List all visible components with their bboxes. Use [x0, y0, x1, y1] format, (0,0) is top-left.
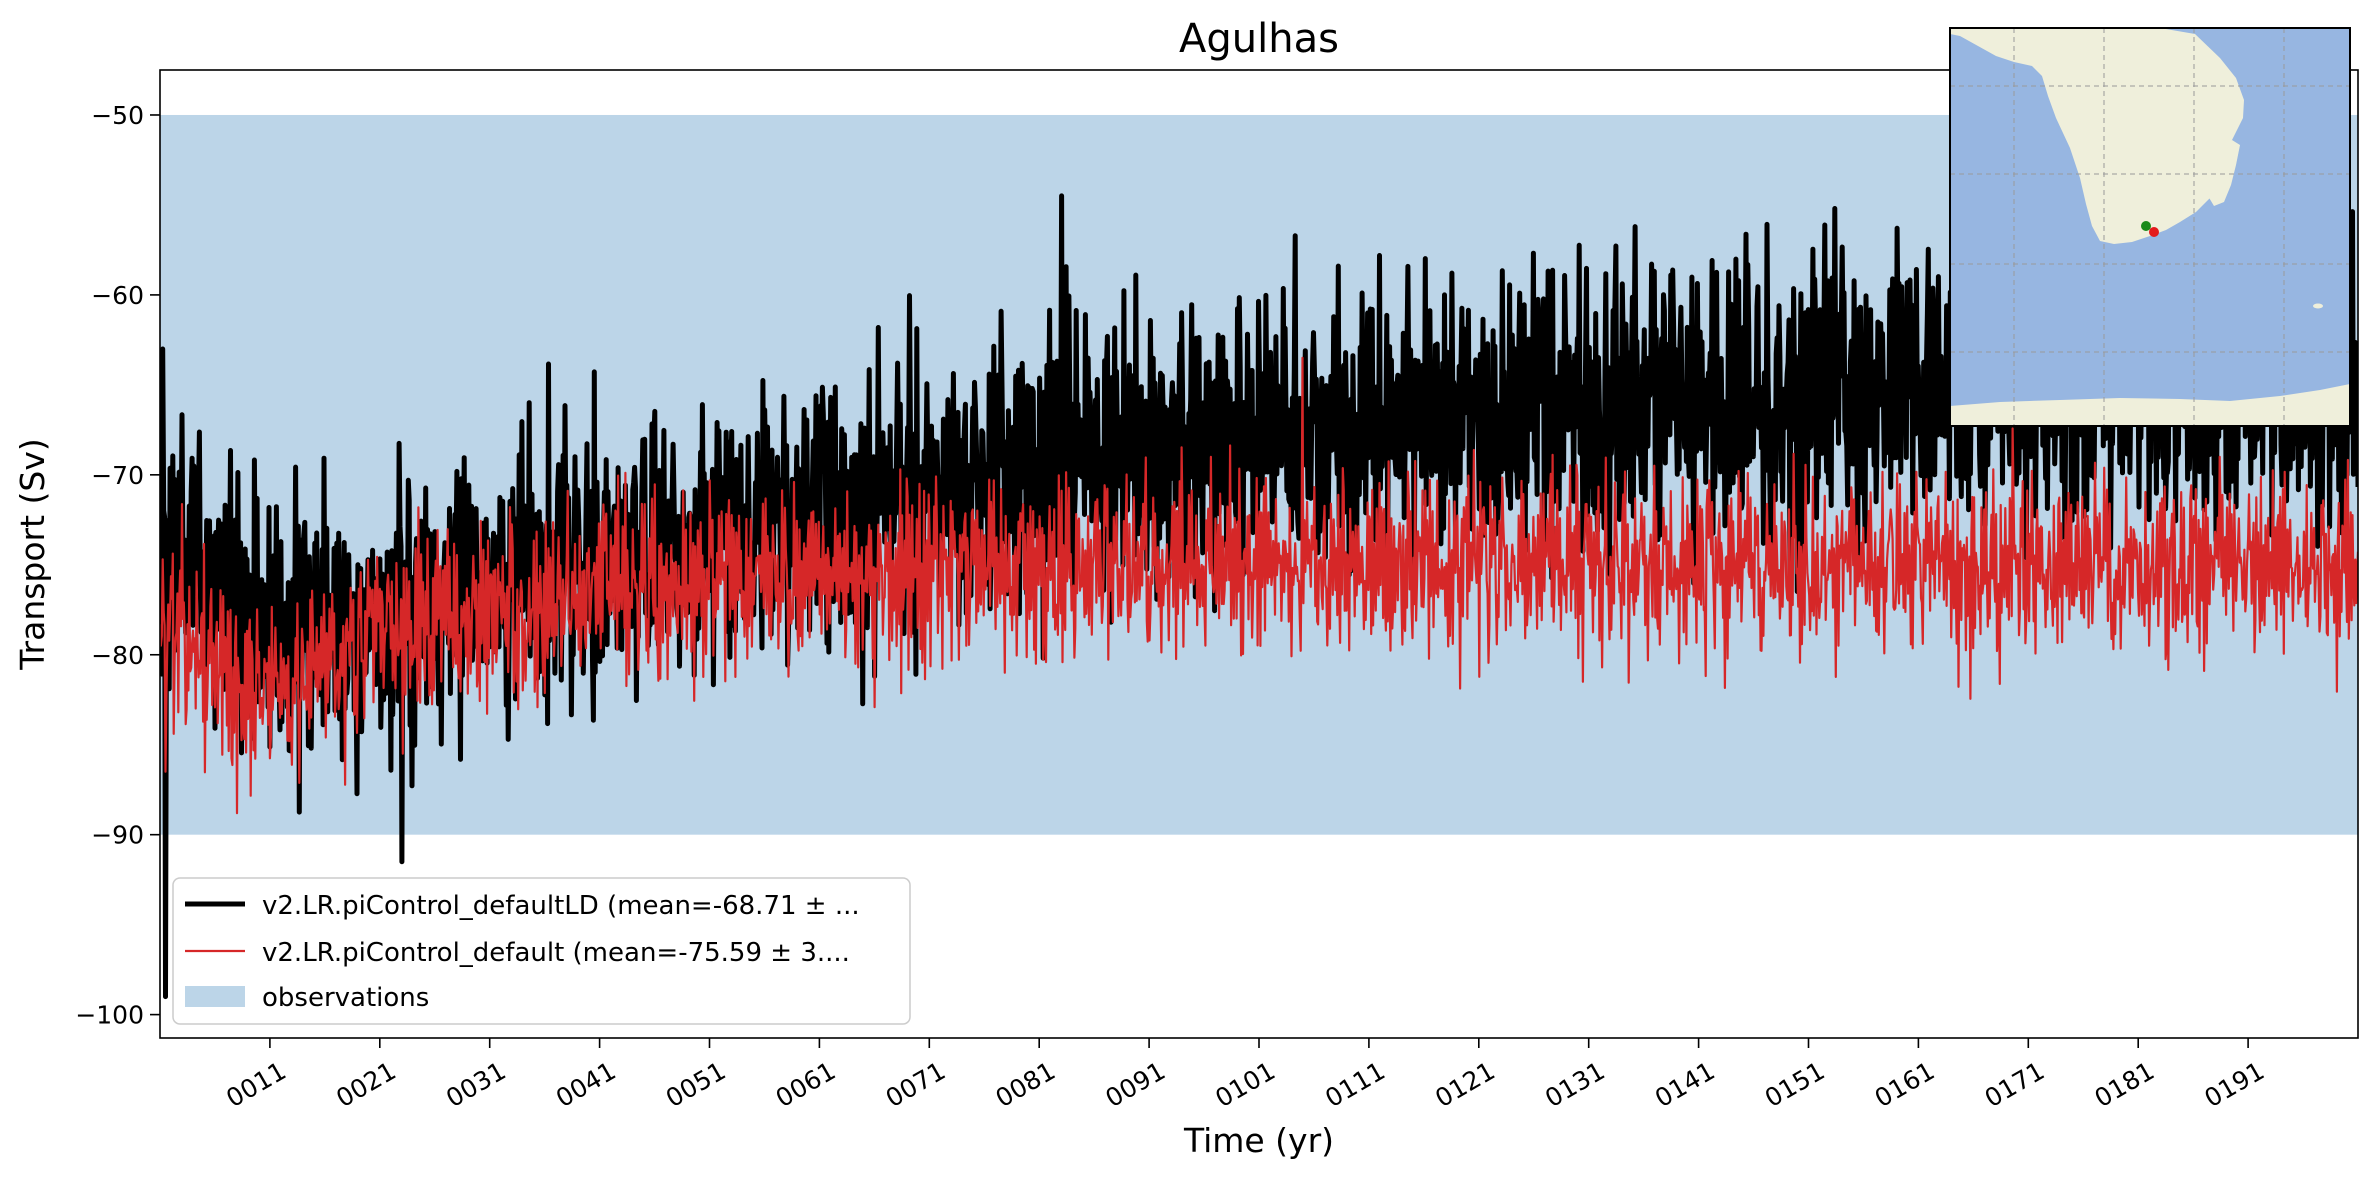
- inset-map: [1949, 27, 2351, 427]
- x-tick-label: 0171: [1980, 1056, 2050, 1113]
- legend-label-observations: observations: [262, 983, 429, 1013]
- y-tick-label: −100: [75, 1001, 144, 1030]
- y-tick-label: −90: [91, 821, 144, 850]
- y-axis: −50 −60 −70 −80 −90 −100: [75, 101, 160, 1030]
- x-tick-label: 0131: [1540, 1056, 1610, 1113]
- inset-map-frame: [1949, 27, 2351, 427]
- x-axis: 0011 0021 0031 0041 0051 0061 0071 0081 0091 0101…: [221, 1038, 2269, 1113]
- x-tick-label: 0081: [991, 1056, 1061, 1113]
- y-tick-label: −80: [91, 641, 144, 670]
- chart-title: Agulhas: [1179, 16, 1339, 62]
- y-axis-label: Transport (Sv): [13, 438, 52, 671]
- y-tick-label: −60: [91, 281, 144, 310]
- x-tick-label: 0151: [1760, 1056, 1830, 1113]
- legend-box: [172, 877, 911, 1025]
- inset-map-marker-end: [2149, 227, 2159, 237]
- x-tick-label: 0181: [2090, 1056, 2160, 1113]
- y-tick-label: −70: [91, 461, 144, 490]
- legend-label-default: v2.LR.piControl_default (mean=-75.59 ± 3…: [262, 938, 850, 968]
- series-line-default: [160, 356, 2358, 815]
- x-tick-label: 0191: [2199, 1056, 2269, 1113]
- x-tick-label: 0111: [1320, 1056, 1390, 1113]
- x-axis-label: Time (yr): [1183, 1121, 1334, 1160]
- x-tick-label: 0051: [661, 1056, 731, 1113]
- y-tick-label: −50: [91, 101, 144, 130]
- x-tick-label: 0011: [221, 1056, 291, 1113]
- inset-map-gridlines: [1950, 28, 2350, 426]
- legend: v2.LR.piControl_defaultLD (mean=-68.71 ±…: [172, 877, 911, 1025]
- x-tick-label: 0141: [1650, 1056, 1720, 1113]
- legend-label-defaultLD: v2.LR.piControl_defaultLD (mean=-68.71 ±…: [262, 891, 860, 921]
- x-tick-label: 0061: [771, 1056, 841, 1113]
- x-tick-label: 0101: [1210, 1056, 1280, 1113]
- x-tick-label: 0041: [551, 1056, 621, 1113]
- legend-swatch-observations: [185, 986, 245, 1007]
- inset-map-antarctica: [1950, 384, 2350, 426]
- inset-map-marker-start: [2141, 221, 2151, 231]
- x-tick-label: 0071: [881, 1056, 951, 1113]
- x-tick-label: 0031: [441, 1056, 511, 1113]
- inset-map-island: [2313, 303, 2323, 309]
- x-tick-label: 0021: [331, 1056, 401, 1113]
- inset-map-madagascar: [2208, 140, 2240, 206]
- inset-map-africa: [1950, 28, 2244, 244]
- x-tick-label: 0091: [1100, 1056, 1170, 1113]
- x-tick-label: 0161: [1870, 1056, 1940, 1113]
- x-tick-label: 0121: [1430, 1056, 1500, 1113]
